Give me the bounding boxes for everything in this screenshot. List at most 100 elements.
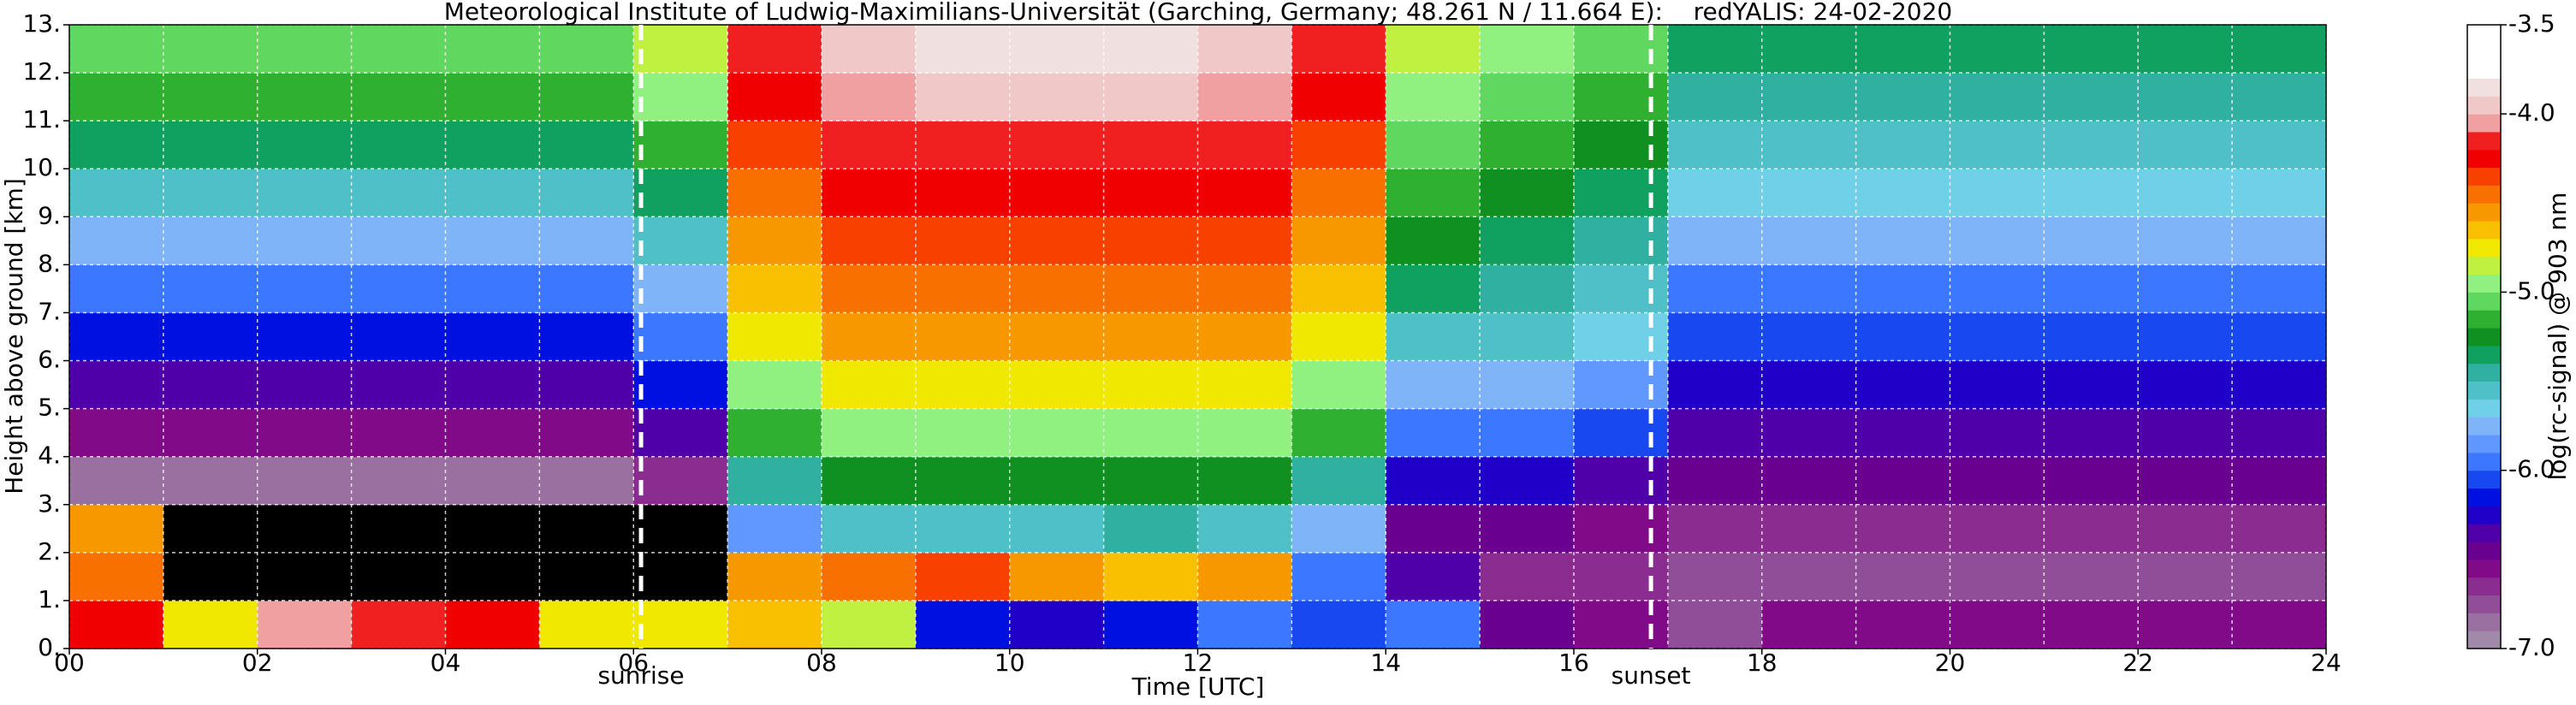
heatmap-cell — [539, 552, 634, 601]
heatmap-cell — [1574, 73, 1669, 121]
heatmap-cell — [1761, 216, 1857, 265]
heatmap-cell — [1103, 552, 1198, 601]
x-tick-label: 02 — [242, 649, 273, 677]
heatmap-cell — [915, 600, 1011, 649]
heatmap-cell — [1103, 25, 1198, 74]
heatmap-cell — [69, 600, 164, 649]
y-tick-label: 6. — [38, 346, 61, 374]
colorbar-segment — [2467, 310, 2501, 329]
heatmap-cell — [727, 504, 822, 554]
heatmap-cell — [727, 600, 822, 649]
heatmap-cell — [1009, 216, 1105, 265]
heatmap-cell — [822, 360, 917, 410]
heatmap-cell — [1386, 456, 1481, 506]
heatmap-cell — [1667, 121, 1763, 169]
colorbar-segment — [2467, 78, 2501, 97]
heatmap-cell — [2232, 216, 2327, 265]
heatmap-cell — [351, 264, 446, 313]
heatmap-cell — [257, 408, 353, 458]
heatmap-cell — [1009, 25, 1105, 74]
heatmap-cell — [163, 408, 258, 458]
heatmap-cell — [445, 408, 540, 458]
heatmap-cell — [351, 552, 446, 601]
heatmap-cell — [2232, 264, 2327, 313]
heatmap-cell — [1480, 504, 1575, 554]
heatmap-cell — [1291, 25, 1386, 74]
heatmap-cell — [1291, 216, 1386, 265]
heatmap-cell — [1950, 73, 2045, 121]
heatmap-cell — [2138, 216, 2233, 265]
heatmap-cell — [1950, 264, 2045, 313]
colorbar-segment — [2467, 559, 2501, 578]
heatmap-cell — [539, 456, 634, 506]
annotation-label: sunset — [1611, 661, 1691, 690]
heatmap-cell — [539, 504, 634, 554]
heatmap-cell — [633, 600, 728, 649]
heatmap-cell — [1009, 408, 1105, 458]
heatmap-cell — [727, 169, 822, 217]
heatmap-cell — [1761, 408, 1857, 458]
heatmap-cell — [351, 312, 446, 362]
heatmap-cell — [1761, 169, 1857, 217]
heatmap-cell — [1950, 360, 2045, 410]
heatmap-cell — [1574, 552, 1669, 601]
heatmap-cell — [2044, 552, 2139, 601]
heatmap-cell — [1009, 504, 1105, 554]
heatmap-cell — [1855, 456, 1950, 506]
heatmap-cell — [1667, 600, 1763, 649]
heatmap-cell — [1197, 504, 1292, 554]
heatmap-cell — [1480, 600, 1575, 649]
heatmap-cell — [163, 312, 258, 362]
heatmap-cell — [1291, 169, 1386, 217]
heatmap-cell — [727, 552, 822, 601]
heatmap-cell — [1574, 264, 1669, 313]
heatmap-cell — [822, 504, 917, 554]
heatmap-cell — [633, 216, 728, 265]
heatmap-cell — [1009, 456, 1105, 506]
heatmap-cell — [2044, 264, 2139, 313]
heatmap-cell — [822, 73, 917, 121]
colorbar-segment — [2467, 631, 2501, 649]
heatmap-cell — [539, 312, 634, 362]
heatmap-cell — [1009, 121, 1105, 169]
heatmap-cell — [1291, 121, 1386, 169]
heatmap-cell — [1009, 552, 1105, 601]
heatmap-cell — [163, 216, 258, 265]
heatmap-cell — [727, 73, 822, 121]
heatmap-cell — [1386, 216, 1481, 265]
heatmap-cell — [1386, 504, 1481, 554]
heatmap-cell — [1386, 169, 1481, 217]
heatmap-cell — [915, 504, 1011, 554]
heatmap-cell — [1386, 360, 1481, 410]
colorbar-segment — [2467, 256, 2501, 275]
heatmap-cell — [1761, 600, 1857, 649]
x-tick-label: 20 — [1935, 649, 1966, 677]
heatmap-cell — [822, 169, 917, 217]
heatmap-cell — [1855, 360, 1950, 410]
colorbar-segment — [2467, 363, 2501, 382]
heatmap-cell — [257, 600, 353, 649]
y-tick-label: 3. — [38, 489, 61, 518]
heatmap-cell — [915, 73, 1011, 121]
heatmap-cell — [1667, 264, 1763, 313]
heatmap-cell — [445, 360, 540, 410]
heatmap-cell — [1950, 600, 2045, 649]
heatmap-cell — [539, 216, 634, 265]
heatmap-cell — [1386, 312, 1481, 362]
heatmap-cell — [1480, 73, 1575, 121]
heatmap-cell — [1103, 456, 1198, 506]
heatmap-cell — [1950, 121, 2045, 169]
heatmap-cell — [633, 360, 728, 410]
heatmap-cell — [1761, 73, 1857, 121]
heatmap-cell — [1291, 456, 1386, 506]
heatmap-cell — [822, 121, 917, 169]
heatmap-cell — [257, 25, 353, 74]
heatmap-cell — [1480, 456, 1575, 506]
heatmap-cell — [633, 504, 728, 554]
heatmap-cell — [539, 169, 634, 217]
heatmap-cell — [2138, 169, 2233, 217]
x-tick-label: 16 — [1558, 649, 1589, 677]
heatmap-cell — [539, 264, 634, 313]
heatmap-cell — [1855, 504, 1950, 554]
